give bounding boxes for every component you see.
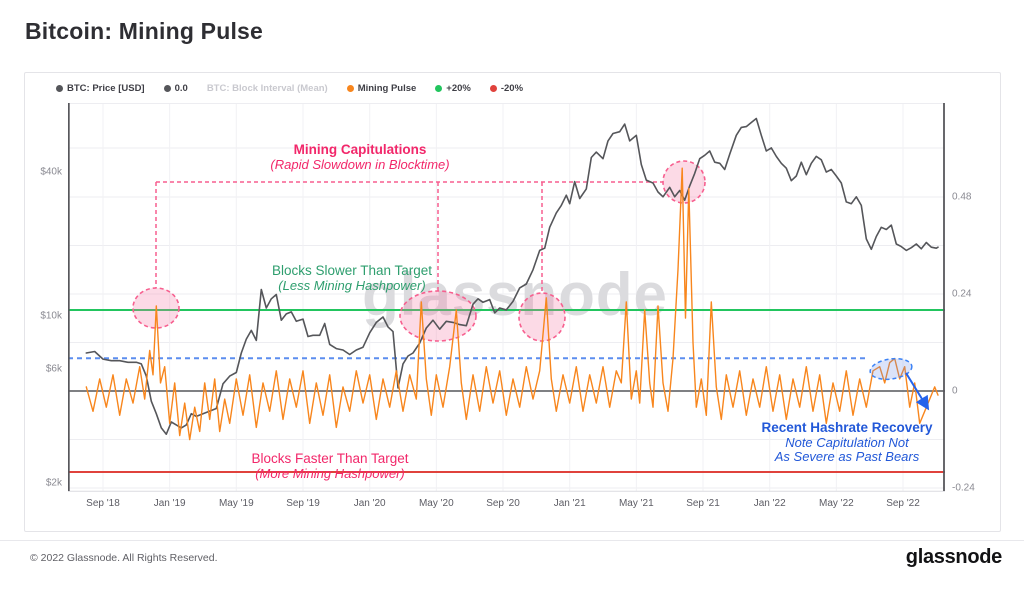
recovery-ellipse [869,357,913,381]
capitulation-ellipse [399,290,477,342]
capitulation-ellipse [662,160,706,204]
left-axis-tick: $2k [45,477,62,489]
left-axis-tick: $6k [45,363,62,375]
x-axis-tick: Sep '18 [86,498,120,509]
legend-item-0.0[interactable]: 0.0 [163,83,188,94]
x-axis-tick: Jan '21 [553,498,586,509]
x-axis-tick: Sep '20 [486,498,520,509]
legend-item-+20%[interactable]: +20% [435,83,471,94]
left-axis-tick: $10k [40,310,62,322]
legend-item-btc-price-usd-[interactable]: BTC: Price [USD] [56,83,145,94]
legend-item--20%[interactable]: -20% [489,83,524,94]
legend-label: Mining Pulse [357,83,417,94]
annotation-hashrate-recovery: Recent Hashrate Recovery Note Capitulati… [761,420,933,464]
footer-divider [0,540,1024,541]
watermark: glassnode [362,261,668,328]
annotation-blocks-slower: Blocks Slower Than Target (Less Mining H… [271,263,433,293]
footer-copyright: © 2022 Glassnode. All Rights Reserved. [30,552,218,564]
glassnode-logo: glassnode [905,546,1003,568]
chart-legend: BTC: Price [USD] 0.0 BTC: Block Interval (… [56,83,523,94]
legend-dot [163,85,171,92]
x-axis-tick: Sep '19 [286,498,320,509]
x-axis-tick: Jan '22 [753,498,786,509]
legend-label: BTC: Price [USD] [67,83,145,94]
x-axis-tick: Sep '22 [886,498,920,509]
x-axis-tick: Jan '20 [353,498,386,509]
series-mining-pulse [85,167,939,441]
legend-item-mining-pulse[interactable]: Mining Pulse [346,83,417,94]
legend-dot [489,85,497,92]
legend-label: +20% [446,83,471,94]
x-axis-tick: Jan '19 [153,498,186,509]
left-axis-tick: $40k [40,166,62,178]
annotation-blocks-faster: Blocks Faster Than Target (More Mining H… [251,451,409,481]
legend-label: 0.0 [174,83,188,94]
legend-label: -20% [500,83,524,94]
capitulation-ellipse [518,292,566,342]
legend-label: BTC: Block Interval (Mean) [206,83,328,94]
x-axis-tick: Sep '21 [686,498,720,509]
right-axis-tick: 0.48 [952,191,972,203]
page-title: Bitcoin: Mining Pulse [25,18,264,44]
annotation-mining-capitulations: Mining Capitulations (Rapid Slowdown in … [270,142,450,172]
legend-item-btc-block-interval-mean-[interactable]: BTC: Block Interval (Mean) [207,83,328,94]
series-btc-price-usd- [85,117,939,435]
legend-dot [346,85,354,92]
legend-dot [56,85,63,92]
right-axis-tick: -0.24 [952,482,975,494]
legend-dot [435,85,443,92]
recovery-arrow [905,372,930,411]
x-axis-tick: May '20 [418,498,454,509]
right-axis-tick: 0 [952,385,958,397]
x-axis-tick: May '22 [818,498,854,509]
chart-canvas[interactable]: glassnode [68,103,945,492]
x-axis-tick: May '21 [618,498,654,509]
right-axis-tick: 0.24 [952,288,972,300]
x-axis-tick: May '19 [218,498,254,509]
chart-svg: glassnode [68,103,945,492]
